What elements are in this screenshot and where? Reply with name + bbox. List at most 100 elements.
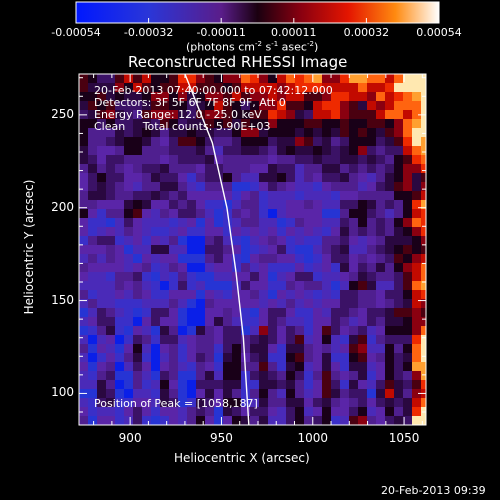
heatmap-cell: [394, 92, 404, 102]
heatmap-cell: [187, 173, 197, 183]
heatmap-cell: [142, 200, 152, 210]
heatmap-cell: [142, 290, 152, 300]
heatmap-cell: [331, 371, 341, 381]
heatmap-cell: [421, 416, 426, 425]
heatmap-cell: [133, 209, 143, 219]
heatmap-cell: [106, 101, 116, 111]
heatmap-cell: [142, 281, 152, 291]
heatmap-cell: [277, 389, 287, 399]
heatmap-cell: [241, 245, 251, 255]
heatmap-cell: [259, 398, 269, 408]
heatmap-cell: [259, 191, 269, 201]
colorbar-tick-label: 0.00032: [343, 26, 390, 39]
heatmap-cell: [79, 263, 89, 273]
heatmap-cell: [223, 290, 233, 300]
heatmap-cell: [367, 191, 377, 201]
heatmap-cell: [304, 146, 314, 156]
heatmap-cell: [313, 218, 323, 228]
heatmap-cell: [250, 272, 260, 282]
heatmap-cell: [124, 398, 134, 408]
heatmap-cell: [385, 236, 395, 246]
heatmap-cell: [394, 245, 404, 255]
heatmap-cell: [304, 110, 314, 120]
heatmap-cell: [115, 128, 125, 138]
heatmap-cell: [214, 200, 224, 210]
heatmap-cell: [376, 317, 386, 327]
heatmap-cell: [88, 209, 98, 219]
heatmap-cell: [250, 380, 260, 390]
heatmap-cell: [358, 155, 368, 165]
heatmap-cell: [241, 164, 251, 174]
heatmap-cell: [178, 119, 188, 129]
heatmap-cell: [268, 119, 278, 129]
heatmap-cell: [232, 236, 242, 246]
heatmap-cell: [232, 92, 242, 102]
heatmap-cell: [187, 182, 197, 192]
heatmap-cell: [106, 263, 116, 273]
heatmap-cell: [295, 380, 305, 390]
heatmap-cell: [232, 353, 242, 363]
heatmap-cell: [250, 344, 260, 354]
heatmap-cell: [97, 407, 107, 417]
heatmap-cell: [196, 344, 206, 354]
heatmap-cell: [340, 326, 350, 336]
heatmap-cell: [124, 326, 134, 336]
heatmap-cell: [295, 128, 305, 138]
heatmap-cell: [97, 299, 107, 309]
heatmap-cell: [367, 218, 377, 228]
heatmap-cell: [385, 353, 395, 363]
heatmap-cell: [277, 272, 287, 282]
heatmap-cell: [313, 137, 323, 147]
heatmap-cell: [79, 299, 89, 309]
heatmap-cell: [115, 137, 125, 147]
heatmap-cell: [115, 119, 125, 129]
heatmap-cell: [268, 227, 278, 237]
heatmap-cell: [412, 389, 422, 399]
heatmap-cell: [331, 137, 341, 147]
heatmap-cell: [151, 110, 161, 120]
heatmap-cell: [205, 110, 215, 120]
heatmap-cell: [367, 155, 377, 165]
heatmap-cell: [268, 326, 278, 336]
heatmap-cell: [97, 146, 107, 156]
heatmap-cell: [133, 227, 143, 237]
heatmap-cell: [124, 182, 134, 192]
heatmap-cell: [385, 101, 395, 111]
heatmap-cell: [106, 380, 116, 390]
heatmap-cell: [277, 398, 287, 408]
heatmap-cell: [151, 299, 161, 309]
heatmap-cell: [331, 389, 341, 399]
heatmap-cell: [349, 380, 359, 390]
heatmap-cell: [106, 335, 116, 345]
heatmap-cell: [295, 335, 305, 345]
heatmap-cell: [412, 191, 422, 201]
heatmap-cell: [367, 83, 377, 93]
heatmap-cell: [295, 227, 305, 237]
heatmap-cell: [403, 74, 413, 84]
heatmap-cell: [367, 128, 377, 138]
heatmap-cell: [277, 191, 287, 201]
heatmap-cell: [232, 227, 242, 237]
heatmap-cell: [79, 371, 89, 381]
heatmap-cell: [403, 263, 413, 273]
heatmap-cell: [178, 380, 188, 390]
heatmap-cell: [115, 308, 125, 318]
heatmap-cell: [187, 74, 197, 84]
heatmap-cell: [259, 119, 269, 129]
heatmap-cell: [313, 209, 323, 219]
heatmap-cell: [97, 155, 107, 165]
heatmap-cell: [349, 146, 359, 156]
heatmap-cell: [331, 218, 341, 228]
heatmap-cell: [295, 164, 305, 174]
heatmap-cell: [106, 110, 116, 120]
heatmap-cell: [295, 92, 305, 102]
heatmap-cell: [340, 128, 350, 138]
heatmap-cell: [358, 335, 368, 345]
heatmap-cell: [214, 137, 224, 147]
heatmap-cell: [259, 182, 269, 192]
heatmap-cell: [151, 236, 161, 246]
heatmap-cell: [277, 155, 287, 165]
heatmap-cell: [160, 371, 170, 381]
heatmap-cell: [79, 416, 89, 425]
heatmap-cell: [259, 299, 269, 309]
